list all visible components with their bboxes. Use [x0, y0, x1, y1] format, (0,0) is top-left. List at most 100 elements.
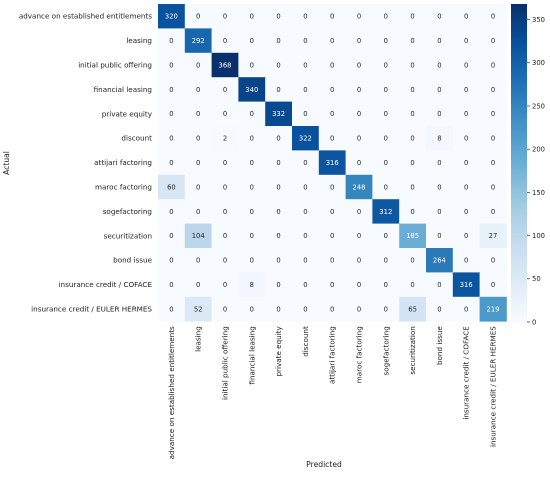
cell-value-label: 0 — [196, 281, 200, 289]
colorbar-tick-label: 0 — [532, 318, 536, 326]
cell-value-label: 0 — [491, 183, 495, 191]
cell-value-label: 0 — [169, 110, 173, 118]
cell-value-label: 0 — [276, 135, 280, 143]
cell-value-label: 0 — [410, 13, 414, 21]
x-tick-label: insurance credit / EULER HERMES — [489, 326, 498, 447]
heatmap-cell — [184, 223, 212, 249]
heatmap-cell — [158, 248, 186, 273]
cell-value-label: 0 — [410, 257, 414, 265]
heatmap-cell — [345, 174, 373, 200]
heatmap-cell — [399, 101, 427, 127]
cell-value-label: 0 — [491, 37, 495, 45]
y-tick-label: maroc factoring — [95, 183, 152, 192]
heatmap-cell — [372, 101, 400, 127]
heatmap-cell — [426, 199, 454, 224]
heatmap-cell — [292, 52, 320, 78]
heatmap-cell — [372, 296, 400, 322]
heatmap-cell — [426, 77, 454, 102]
heatmap-cell — [265, 77, 293, 102]
cell-value-label: 0 — [491, 135, 495, 143]
y-tick-label: insurance credit / EULER HERMES — [31, 305, 152, 314]
cell-value-label: 0 — [464, 61, 468, 69]
x-tick-label: private equity — [274, 325, 283, 376]
heatmap-cell — [426, 126, 454, 151]
cell-value-label: 0 — [330, 305, 334, 313]
cell-value-label: 8 — [437, 135, 441, 143]
heatmap-cell — [479, 174, 507, 200]
cell-value-label: 0 — [330, 208, 334, 216]
heatmap-cell — [452, 28, 480, 54]
cell-value-label: 0 — [276, 37, 280, 45]
cell-value-label: 0 — [330, 257, 334, 265]
cell-value-label: 0 — [276, 61, 280, 69]
cell-value-label: 0 — [437, 86, 441, 94]
cell-value-label: 0 — [276, 281, 280, 289]
heatmap-cell — [426, 174, 454, 200]
heatmap-cell — [345, 199, 373, 224]
cell-value-label: 0 — [410, 86, 414, 94]
heatmap-cell — [479, 150, 507, 176]
heatmap-cell — [372, 199, 400, 224]
heatmap-cell — [399, 223, 427, 249]
heatmap-cell — [345, 248, 373, 273]
cell-value-label: 0 — [330, 135, 334, 143]
y-tick-label: attijari factoring — [94, 158, 152, 167]
cell-value-label: 0 — [169, 37, 173, 45]
cell-value-label: 0 — [169, 257, 173, 265]
heatmap-cell — [372, 52, 400, 78]
heatmap-cell — [372, 150, 400, 176]
heatmap-cell — [211, 248, 239, 273]
heatmap-cell — [184, 4, 212, 29]
heatmap-cell — [399, 126, 427, 151]
heatmap-cell — [265, 223, 293, 249]
heatmap-cell — [292, 223, 320, 249]
heatmap-cell — [479, 223, 507, 249]
cell-value-label: 0 — [357, 208, 361, 216]
cell-value-label: 0 — [464, 305, 468, 313]
cell-value-label: 0 — [357, 281, 361, 289]
heatmap-cell — [318, 150, 346, 176]
heatmap-cell — [292, 272, 320, 298]
cell-value-label: 0 — [357, 135, 361, 143]
cell-value-label: 0 — [384, 135, 388, 143]
x-tick-label: discount — [301, 326, 310, 357]
heatmap-cell — [265, 150, 293, 176]
heatmap-cell — [238, 199, 266, 224]
heatmap-cell — [238, 248, 266, 273]
cell-value-label: 0 — [330, 110, 334, 118]
cell-value-label: 0 — [357, 61, 361, 69]
heatmap-cell — [452, 272, 480, 298]
heatmap-cell — [158, 4, 186, 29]
y-axis-title: Actual — [2, 151, 11, 175]
heatmap-cell — [399, 248, 427, 273]
cell-value-label: 0 — [384, 281, 388, 289]
cell-value-label: 0 — [330, 232, 334, 240]
heatmap-cell — [184, 77, 212, 102]
x-tick-labels: advance on established entitlements leasi… — [167, 325, 498, 459]
heatmap-cell — [292, 4, 320, 29]
x-tick-label: attijari factoring — [328, 326, 337, 384]
cell-value-label: 0 — [169, 61, 173, 69]
cell-value-label: 65 — [408, 305, 417, 313]
cell-value-label: 368 — [219, 61, 232, 69]
heatmap-cell — [372, 248, 400, 273]
cell-value-label: 0 — [276, 13, 280, 21]
heatmap-cell — [372, 77, 400, 102]
heatmap-cell — [372, 126, 400, 151]
heatmap-cell — [238, 126, 266, 151]
heatmap-cell — [426, 248, 454, 273]
cell-value-label: 60 — [167, 183, 176, 191]
heatmap-cell — [452, 174, 480, 200]
heatmap-cell — [399, 4, 427, 29]
cell-value-label: 0 — [303, 110, 307, 118]
y-tick-labels: advance on established entitlements leasi… — [19, 12, 153, 314]
heatmap-cell-values: 320 0 0 0 0 0 0 0 0 0 0 0 0 0 292 0 0 0 0 0 0 0 0 0 0 0 0 0 368 0 0 0 0 0… — [165, 13, 500, 314]
cell-value-label: 0 — [437, 13, 441, 21]
y-tick-label: financial leasing — [94, 85, 152, 94]
heatmap-cell — [452, 223, 480, 249]
cell-value-label: 27 — [489, 232, 498, 240]
heatmap-cell — [426, 52, 454, 78]
heatmap-cell — [479, 126, 507, 151]
cell-value-label: 0 — [303, 37, 307, 45]
